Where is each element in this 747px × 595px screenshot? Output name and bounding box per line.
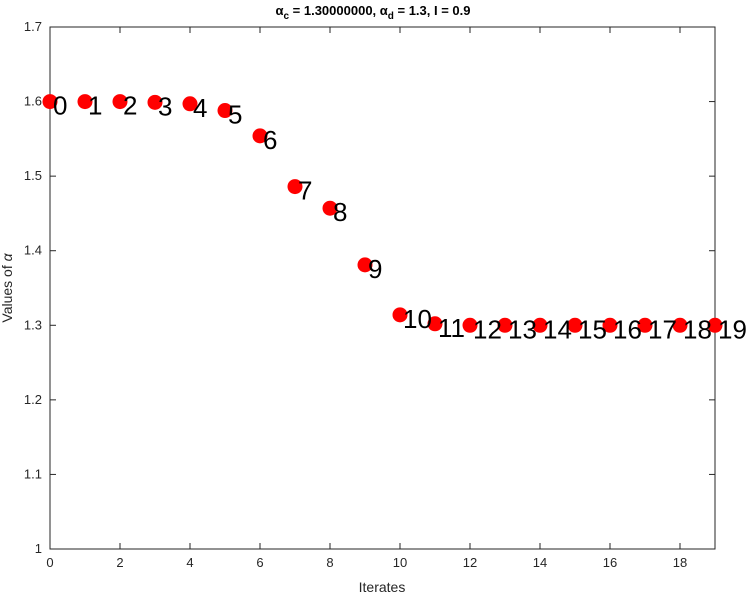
x-tick-label: 16: [603, 555, 617, 570]
data-point-label: 3: [158, 91, 172, 121]
y-axis-label-symbol: α: [0, 252, 15, 261]
x-tick-label: 10: [393, 555, 407, 570]
data-point-label: 10: [403, 304, 432, 334]
x-tick-label: 18: [673, 555, 687, 570]
data-point-label: 4: [193, 93, 207, 123]
y-tick-label: 1.1: [24, 466, 42, 481]
data-point-label: 19: [718, 314, 747, 344]
chart-title: αc = 1.30000000, αd = 1.3, I = 0.9: [275, 3, 470, 22]
data-point: [602, 317, 618, 333]
data-point-label: 13: [508, 314, 537, 344]
data-point-label: 18: [683, 314, 712, 344]
y-axis-label-text: Values of: [0, 261, 15, 322]
data-point-label: 9: [368, 254, 382, 284]
data-point: [567, 317, 583, 333]
data-point: [112, 94, 128, 110]
y-tick-label: 1.5: [24, 168, 42, 183]
data-point: [462, 317, 478, 333]
data-point: [672, 317, 688, 333]
x-axis-ticks: 0 2 4 6 8 10 12 14 16 18: [46, 27, 687, 570]
x-tick-label: 0: [46, 555, 53, 570]
x-tick-label: 2: [116, 555, 123, 570]
data-point-label: 11: [438, 313, 465, 343]
data-point-label: 6: [263, 125, 277, 155]
data-point: [707, 317, 723, 333]
data-point-label: 17: [648, 314, 677, 344]
data-point-label: 1: [88, 91, 102, 121]
data-point: [497, 317, 513, 333]
data-point-label: 2: [123, 91, 137, 121]
title-sub-c: c: [283, 11, 289, 22]
data-point-label: 0: [53, 91, 67, 121]
x-tick-label: 6: [256, 555, 263, 570]
data-point: [427, 316, 443, 332]
data-point: [182, 96, 198, 112]
data-point: [637, 317, 653, 333]
x-tick-label: 4: [186, 555, 193, 570]
data-point: [42, 94, 58, 110]
data-point: [252, 128, 268, 144]
y-axis-ticks: 1 1.1 1.2 1.3 1.4 1.5 1.6 1.7: [24, 19, 715, 556]
data-point: [532, 317, 548, 333]
data-point-label: 14: [543, 314, 572, 344]
data-point: [77, 94, 93, 110]
data-point-label: 16: [613, 314, 642, 344]
y-tick-label: 1: [35, 541, 42, 556]
data-point: [322, 200, 338, 216]
data-point-label: 12: [473, 314, 502, 344]
x-tick-label: 8: [326, 555, 333, 570]
plot-area-frame: [49, 26, 716, 550]
y-tick-label: 1.4: [24, 243, 42, 258]
y-axis-label: Values of α: [0, 252, 15, 322]
y-tick-label: 1.7: [24, 19, 42, 34]
title-c-value: = 1.30000000,: [289, 3, 380, 18]
data-point: [217, 103, 233, 119]
y-tick-label: 1.3: [24, 317, 42, 332]
data-points: [42, 94, 723, 333]
title-alpha-c: α: [275, 3, 283, 18]
x-tick-label: 14: [533, 555, 547, 570]
title-alpha-d: α: [380, 3, 388, 18]
x-axis-label: Iterates: [359, 579, 406, 595]
data-point-label: 15: [578, 314, 607, 344]
data-point: [287, 179, 303, 195]
data-point: [147, 94, 163, 110]
data-point-label: 8: [333, 197, 347, 227]
data-point: [357, 257, 373, 273]
data-point-label: 7: [298, 176, 312, 206]
y-tick-label: 1.2: [24, 392, 42, 407]
title-d-value: = 1.3, I = 0.9: [394, 3, 471, 18]
title-sub-d: d: [388, 11, 394, 22]
x-tick-label: 12: [463, 555, 477, 570]
y-tick-label: 1.6: [24, 94, 42, 109]
data-point-label: 5: [228, 100, 242, 130]
data-point: [392, 307, 408, 323]
